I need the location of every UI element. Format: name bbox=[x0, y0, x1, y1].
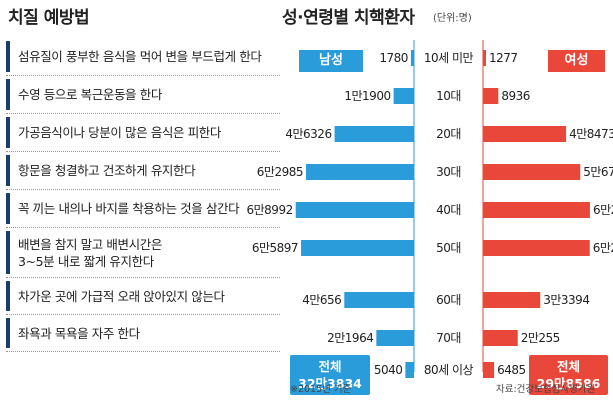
tip-marker bbox=[6, 155, 10, 186]
tip-text: 섬유질이 풍부한 음식을 먹어 변을 부드럽게 한다 bbox=[18, 49, 262, 64]
tip-item: 좌욕과 목욕을 자주 한다 bbox=[6, 315, 280, 352]
tip-marker bbox=[6, 193, 10, 224]
tip-text: 꼭 끼는 내의나 바지를 착용하는 것을 삼간다 bbox=[18, 201, 240, 216]
tip-item: 항문을 청결하고 건조하게 유지한다 bbox=[6, 152, 280, 190]
tip-marker bbox=[6, 79, 10, 110]
female-value-label: 6만2381 bbox=[593, 203, 613, 217]
tips-title: 치질 예방법 bbox=[8, 8, 90, 28]
male-value-label: 6만5897 bbox=[252, 241, 298, 255]
female-value-label: 3만3394 bbox=[543, 293, 589, 307]
male-value-label: 4만656 bbox=[302, 293, 341, 307]
tip-marker bbox=[6, 41, 10, 72]
female-value-label: 8936 bbox=[501, 89, 530, 103]
tip-item: 배변을 참지 말고 배변시간은 3~5분 내로 짧게 유지한다 bbox=[6, 228, 280, 278]
male-bar bbox=[295, 202, 414, 218]
tip-text: 배변을 참지 말고 배변시간은 3~5분 내로 짧게 유지한다 bbox=[18, 236, 162, 269]
tip-marker bbox=[6, 281, 10, 311]
age-label: 40대 bbox=[436, 203, 461, 217]
tip-marker bbox=[6, 318, 10, 348]
legend-male: 남성 bbox=[299, 50, 363, 72]
male-value-label: 6만8992 bbox=[247, 203, 293, 217]
female-bar bbox=[483, 164, 581, 180]
female-bar bbox=[483, 292, 541, 308]
tip-text: 차가운 곳에 가급적 오래 앉아있지 않는다 bbox=[18, 288, 225, 304]
male-value-label: 1만1900 bbox=[344, 89, 390, 103]
female-bar bbox=[483, 330, 518, 346]
male-bar bbox=[410, 50, 414, 66]
female-bar bbox=[483, 240, 590, 256]
male-bar bbox=[334, 126, 414, 142]
total-male-badge: 전체 32만3834 bbox=[290, 355, 370, 395]
female-value-label: 5만6725 bbox=[583, 165, 613, 179]
tip-text: 좌욕과 목욕을 자주 한다 bbox=[18, 325, 140, 341]
age-label: 50대 bbox=[436, 241, 461, 255]
female-value-label: 4만8473 bbox=[569, 127, 613, 141]
male-value-label: 4만6326 bbox=[285, 127, 331, 141]
tip-text: 항문을 청결하고 건조하게 유지한다 bbox=[18, 163, 196, 178]
male-bar bbox=[393, 88, 414, 104]
tip-item: 가공음식이나 당분이 많은 음식은 피한다 bbox=[6, 114, 280, 152]
male-bar bbox=[306, 164, 414, 180]
total-female-badge: 전체 29만8586 bbox=[529, 355, 608, 395]
female-bar bbox=[483, 88, 499, 104]
age-label: 10대 bbox=[436, 89, 461, 103]
male-value-label: 2만1964 bbox=[327, 331, 373, 345]
year-note: ※2015년 기준 bbox=[290, 384, 352, 395]
age-label: 60대 bbox=[436, 293, 461, 307]
male-value-label: 6만2985 bbox=[257, 165, 303, 179]
male-bar bbox=[405, 362, 414, 378]
tip-marker bbox=[6, 231, 10, 274]
unit-label: (단위:명) bbox=[433, 13, 472, 24]
age-label: 70대 bbox=[436, 331, 461, 345]
tip-item: 섬유질이 풍부한 음식을 먹어 변을 부드럽게 한다 bbox=[6, 38, 280, 76]
female-bar bbox=[483, 202, 590, 218]
female-bar bbox=[483, 362, 495, 378]
female-bar bbox=[483, 50, 486, 66]
tip-item: 수영 등으로 복근운동을 한다 bbox=[6, 76, 280, 114]
female-value-label: 1277 bbox=[489, 51, 518, 65]
female-bar bbox=[483, 126, 567, 142]
legend-female: 여성 bbox=[548, 50, 605, 72]
age-label: 80세 이상 bbox=[424, 363, 474, 377]
age-label: 10세 미만 bbox=[424, 51, 474, 65]
source-credit: 자료:건강보험심사평가원 bbox=[496, 384, 596, 395]
tip-marker bbox=[6, 117, 10, 148]
tip-text: 가공음식이나 당분이 많은 음식은 피한다 bbox=[18, 125, 221, 140]
age-label: 30대 bbox=[436, 165, 461, 179]
male-bar bbox=[301, 240, 414, 256]
tip-item: 차가운 곳에 가급적 오래 앉아있지 않는다 bbox=[6, 278, 280, 315]
male-value-label: 1780 bbox=[379, 51, 408, 65]
female-value-label: 6485 bbox=[497, 363, 526, 377]
male-bar bbox=[344, 292, 414, 308]
male-bar bbox=[376, 330, 414, 346]
tip-item: 꼭 끼는 내의나 바지를 착용하는 것을 삼간다 bbox=[6, 190, 280, 228]
female-value-label: 2만255 bbox=[521, 331, 560, 345]
tip-text: 수영 등으로 복근운동을 한다 bbox=[18, 87, 162, 102]
chart-title: 성·연령별 치핵환자 bbox=[282, 8, 415, 28]
age-label: 20대 bbox=[436, 127, 461, 141]
male-value-label: 5040 bbox=[374, 363, 403, 377]
female-value-label: 6만2267 bbox=[593, 241, 613, 255]
